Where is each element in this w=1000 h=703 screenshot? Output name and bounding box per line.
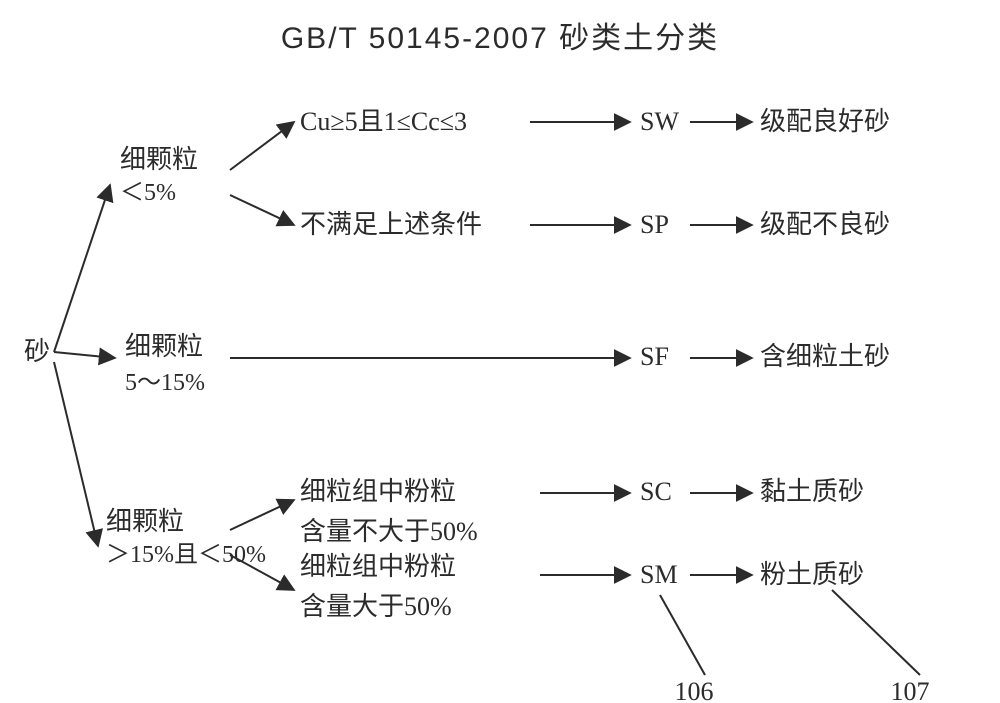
- name-1: 级配不良砂: [760, 210, 890, 239]
- code-2: SF: [640, 342, 669, 371]
- name-3: 黏土质砂: [760, 477, 864, 506]
- l1-main-0: 细颗粒: [120, 145, 198, 174]
- footer-label-1: 107: [891, 677, 930, 703]
- l2-line1-1: 不满足上述条件: [300, 210, 482, 239]
- l2-line1-2: 细粒组中粉粒: [300, 477, 456, 506]
- l2-line1-3: 细粒组中粉粒: [300, 552, 456, 581]
- footer-label-0: 106: [675, 677, 714, 703]
- l1-main-2: 细颗粒: [106, 507, 184, 536]
- name-0: 级配良好砂: [760, 107, 890, 136]
- edge-1: [54, 352, 115, 358]
- name-2: 含细粒土砂: [760, 342, 890, 371]
- edge-4: [230, 195, 294, 225]
- l1-sub-0: ＜5%: [120, 180, 176, 206]
- name-4: 粉土质砂: [760, 560, 864, 589]
- footer-line-1: [832, 590, 920, 675]
- edge-0: [54, 185, 110, 352]
- edge-2: [54, 362, 98, 546]
- diagram-title: GB/T 50145-2007 砂类土分类: [281, 22, 719, 55]
- l1-sub-2: ＞15%且＜50%: [106, 542, 266, 568]
- code-3: SC: [640, 477, 672, 506]
- l1-sub-1: 5～15%: [125, 370, 205, 396]
- l2-line1-0: Cu≥5且1≤Cc≤3: [300, 107, 467, 136]
- code-4: SM: [640, 560, 678, 589]
- edge-3: [230, 122, 294, 170]
- root-node: 砂: [24, 337, 50, 366]
- code-1: SP: [640, 210, 669, 239]
- l2-line2-2: 含量不大于50%: [300, 517, 478, 546]
- edge-6: [230, 500, 294, 530]
- code-0: SW: [640, 107, 679, 136]
- l2-line2-3: 含量大于50%: [300, 592, 452, 621]
- footer-line-0: [660, 595, 705, 675]
- l1-main-1: 细颗粒: [125, 332, 203, 361]
